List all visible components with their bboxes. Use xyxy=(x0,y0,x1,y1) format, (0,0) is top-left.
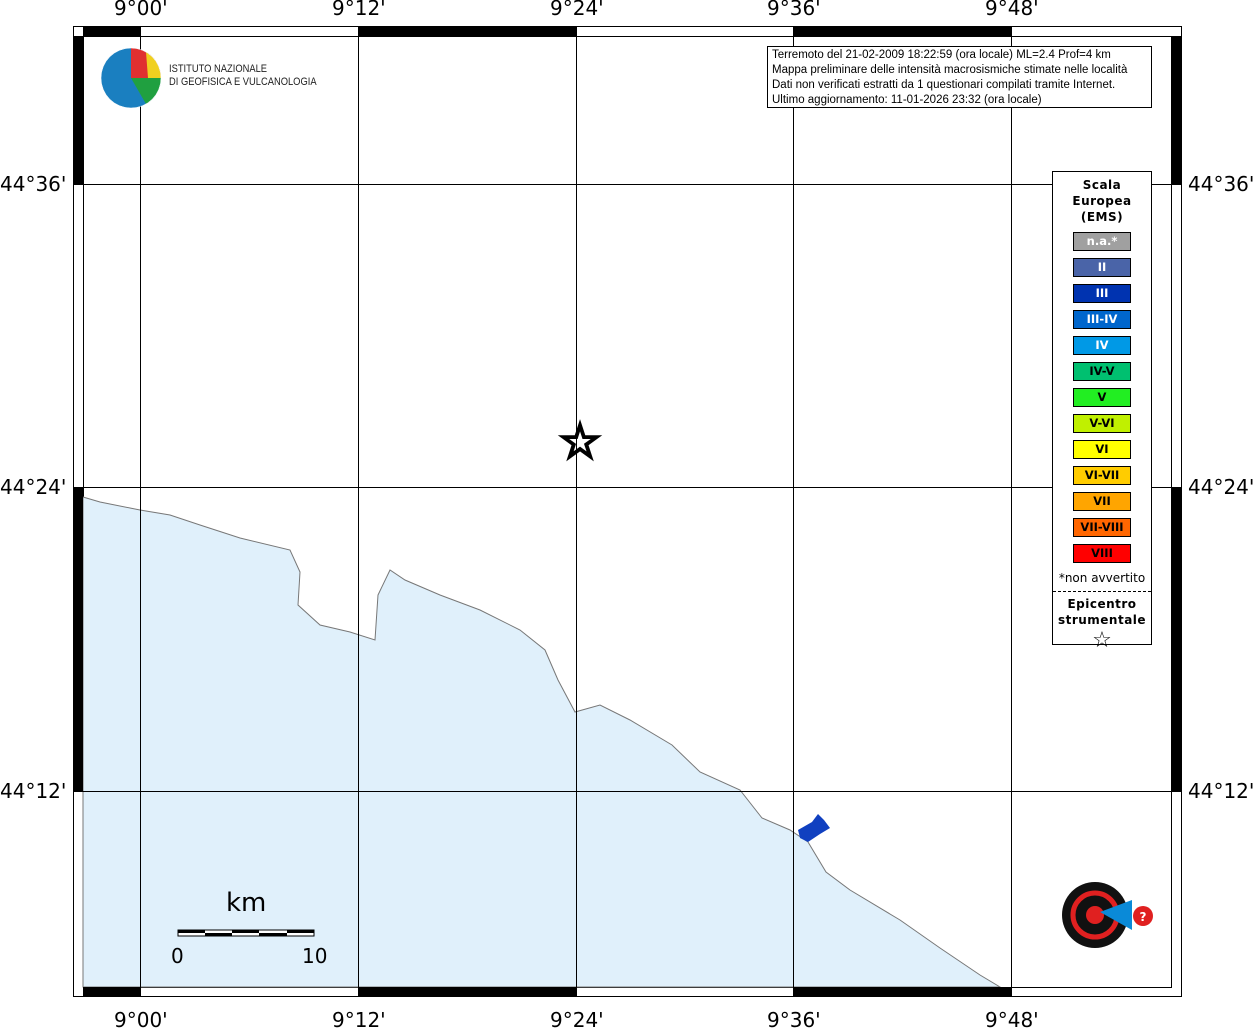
svg-text:?: ? xyxy=(1140,910,1147,924)
lon-label: 9°00' xyxy=(114,0,168,20)
frame-tick xyxy=(74,36,83,184)
epicenter-label: Epicentro xyxy=(1067,597,1137,611)
ingv-line1: ISTITUTO NAZIONALE xyxy=(169,63,268,75)
legend-swatch: VI-VII xyxy=(1073,466,1131,485)
legend-title: Europea xyxy=(1072,194,1132,208)
legend-title: (EMS) xyxy=(1080,210,1124,224)
lat-label: 44°36' xyxy=(1188,172,1254,196)
info-line: Dati non verificati estratti da 1 questi… xyxy=(772,79,1116,91)
ingv-logo-text: ISTITUTO NAZIONALE DI GEOFISICA E VULCAN… xyxy=(169,63,317,89)
lon-label: 9°36' xyxy=(767,0,821,20)
legend-swatch: II xyxy=(1073,258,1131,277)
lake xyxy=(798,814,830,842)
frame-tick xyxy=(83,27,140,36)
frame-tick xyxy=(1171,487,1181,791)
frame-tick xyxy=(358,27,576,36)
info-line: Mappa preliminare delle intensità macros… xyxy=(772,64,1128,76)
legend-swatch: V-VI xyxy=(1073,414,1131,433)
scale-min: 0 xyxy=(171,944,184,968)
legend-swatch: VIII xyxy=(1073,544,1131,563)
lon-label: 9°12' xyxy=(332,0,386,20)
lon-label: 9°12' xyxy=(332,1008,386,1032)
hst-logo: ? xyxy=(1062,882,1153,948)
scale-max: 10 xyxy=(302,944,328,968)
lat-label: 44°24' xyxy=(1188,475,1254,499)
legend-swatch: VII-VIII xyxy=(1073,518,1131,537)
legend-title: Scala xyxy=(1082,178,1122,192)
frame-tick xyxy=(74,487,83,791)
lat-label: 44°12' xyxy=(0,779,67,803)
lon-label: 9°36' xyxy=(767,1008,821,1032)
lon-label: 9°48' xyxy=(985,0,1039,20)
ingv-line2: DI GEOFISICA E VULCANOLOGIA xyxy=(169,76,317,88)
event-info-box: Terremoto del 21-02-2009 18:22:59 (ora l… xyxy=(767,46,1152,108)
legend-swatch: V xyxy=(1073,388,1131,407)
legend-swatch: IV-V xyxy=(1073,362,1131,381)
frame-tick xyxy=(83,987,140,996)
lat-label: 44°12' xyxy=(1188,779,1254,803)
epicenter-star-icon[interactable]: ☆ xyxy=(557,413,603,472)
frame-tick xyxy=(1171,36,1181,184)
ems-legend: Scala Europea (EMS) n.a.* II III III-IV IV IV… xyxy=(1052,171,1152,653)
lon-label: 9°48' xyxy=(985,1008,1039,1032)
legend-note: *non avvertito xyxy=(1058,571,1146,585)
frame-tick xyxy=(793,27,1011,36)
info-line: Ultimo aggiornamento: 11-01-2026 23:32 (… xyxy=(772,94,1042,106)
sea xyxy=(82,496,1002,988)
legend-swatch: III xyxy=(1073,284,1131,303)
legend-swatch: III-IV xyxy=(1073,310,1131,329)
ingv-logo-globe xyxy=(100,47,162,109)
lon-label: 9°24' xyxy=(550,0,604,20)
scale-bar xyxy=(177,929,315,937)
lon-label: 9°00' xyxy=(114,1008,168,1032)
legend-swatch: n.a.* xyxy=(1073,232,1131,251)
legend-swatch: VII xyxy=(1073,492,1131,511)
legend-swatch: VI xyxy=(1073,440,1131,459)
epicenter-label: strumentale xyxy=(1057,613,1147,627)
lat-label: 44°36' xyxy=(0,172,67,196)
lon-label: 9°24' xyxy=(550,1008,604,1032)
legend-swatch: IV xyxy=(1073,336,1131,355)
info-line: Terremoto del 21-02-2009 18:22:59 (ora l… xyxy=(772,49,1111,61)
frame-tick xyxy=(793,987,1011,996)
star-icon: ☆ xyxy=(1092,628,1112,653)
frame-tick xyxy=(358,987,576,996)
lat-label: 44°24' xyxy=(0,475,67,499)
scale-unit: km xyxy=(226,888,267,918)
